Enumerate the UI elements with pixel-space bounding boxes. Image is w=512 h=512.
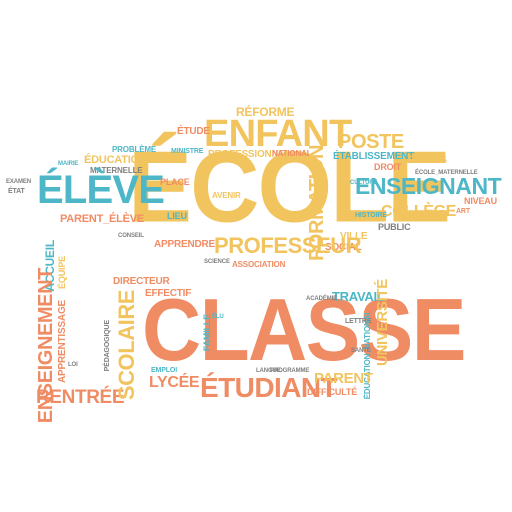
word-droit: DROIT	[374, 162, 402, 172]
word-famille: FAMILLE	[202, 314, 212, 352]
word-effectif: EFFECTIF	[145, 288, 192, 299]
word-parent-eleve: PARENT_ÉLÈVE	[60, 213, 144, 225]
word-probleme: PROBLÈME	[112, 145, 157, 154]
word-parent: PARENT	[314, 370, 373, 387]
word-public: PUBLIC	[378, 222, 411, 232]
word-poste: POSTE	[338, 131, 404, 153]
word-equipe: ÉQUIPE	[57, 256, 67, 289]
word-apprentissage: APPRENTISSAGE	[57, 300, 68, 383]
word-ville: VILLE	[340, 231, 368, 242]
word-professeur: PROFESSEUR	[214, 233, 362, 258]
word-lettre: LETTRE	[345, 318, 372, 325]
word-rentree: RENTRÉE	[36, 387, 125, 408]
word-scolaire: SCOLAIRE	[114, 290, 139, 401]
word-eleve: ÉLÈVE	[37, 168, 165, 212]
word-etat: ÉTAT	[8, 188, 25, 195]
word-histoire: HISTOIRE	[355, 212, 387, 219]
word-art: ART	[456, 208, 470, 215]
word-science: SCIENCE	[204, 259, 230, 265]
word-pedagogique: PÉDAGOGIQUE	[104, 320, 111, 372]
word-ministre: MINISTRE	[171, 148, 204, 155]
word-enfant: ENFANT	[204, 113, 352, 155]
word-enseignant: ENSEIGNANT	[355, 173, 502, 199]
word-college: COLLÈGE	[381, 203, 457, 220]
word-etudiant: ÉTUDIANT	[200, 372, 338, 403]
word-lieu: LIEU	[167, 211, 187, 221]
word-mairie: MAIRIE	[58, 161, 79, 167]
word-national: NATIONAL	[272, 149, 312, 158]
word-ecole-maternelle: ÉCOLE_MATERNELLE	[415, 170, 478, 176]
word-niveau: NIVEAU	[464, 196, 497, 206]
word-association: ASSOCIATION	[232, 260, 286, 269]
word-social: SOCIAL	[325, 242, 362, 253]
word-langue: LANGUE	[256, 368, 281, 374]
word-universite: UNIVERSITÉ	[374, 279, 391, 367]
word-academie: ACADÉMIE	[306, 296, 338, 302]
word-etablissement: ÉTABLISSEMENT	[333, 151, 415, 162]
word-cours: COURS	[408, 154, 447, 166]
word-examen: EXAMEN	[6, 179, 31, 185]
word-elu: ÉLU	[212, 314, 224, 320]
word-place: PLACE	[160, 177, 190, 187]
word-avenir: AVENIR	[212, 191, 241, 200]
word-travail: TRAVAIL	[332, 289, 385, 304]
word-programme: PROGRAMME	[270, 368, 310, 374]
word-loi: LOI	[68, 362, 78, 368]
word-classe: CLASSE	[142, 281, 466, 380]
word-culture: CULTURE	[350, 180, 378, 186]
word-ecole: ÉCOLE	[128, 131, 451, 244]
word-reforme: RÉFORME	[236, 105, 295, 119]
word-emploi: EMPLOI	[151, 367, 177, 374]
word-conseil: CONSEIL	[118, 233, 144, 239]
word-difficulte: DIFFICULTÉ	[307, 387, 358, 397]
word-etude: ÉTUDE	[177, 126, 210, 137]
word-sante: SANTÉ	[351, 348, 371, 354]
word-apprendre: APPRENDRE	[154, 239, 215, 250]
word-lycee: LYCÉE	[149, 374, 200, 391]
word-professionnel: PROFESSIONNEL	[208, 149, 291, 160]
word-directeur: DIRECTEUR	[113, 276, 170, 287]
word-education: ÉDUCATION	[84, 154, 147, 166]
word-maternelle: MATERNELLE	[90, 166, 143, 175]
